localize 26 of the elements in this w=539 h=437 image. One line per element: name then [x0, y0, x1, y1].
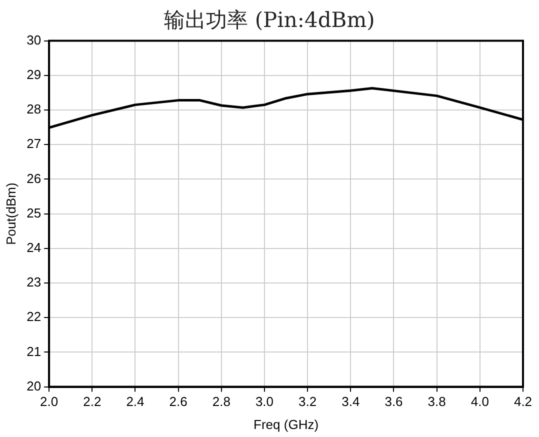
x-tick-label: 2.0: [40, 394, 58, 410]
y-tick-label: 30: [26, 32, 42, 48]
x-tick-label: 2.8: [212, 394, 230, 410]
y-tick-label: 22: [26, 309, 42, 324]
y-tick-label: 28: [26, 102, 42, 117]
x-tick-label: 2.6: [169, 394, 188, 410]
chart-title: 输出功率 (Pin:4dBm): [163, 7, 376, 34]
x-axis-title: Freq (GHz): [254, 416, 319, 432]
y-tick-label: 21: [26, 344, 42, 359]
x-tick-label: 2.2: [83, 394, 102, 410]
x-tick-label: 3.4: [342, 394, 360, 410]
x-tick-label: 3.8: [428, 394, 446, 410]
y-tick-label: 27: [26, 136, 42, 152]
y-tick-label: 26: [26, 170, 42, 186]
x-tick-label: 4.2: [514, 394, 532, 410]
x-tick-label: 3.0: [255, 394, 274, 410]
y-tick-label: 23: [26, 274, 42, 290]
x-tick-label: 3.6: [384, 394, 403, 410]
y-tick-label: 20: [26, 378, 42, 394]
y-tick-label: 25: [26, 205, 42, 220]
x-tick-label: 3.2: [298, 394, 317, 410]
y-tick-label: 29: [26, 66, 42, 82]
x-tick-label: 2.4: [126, 394, 144, 410]
x-tick-label: 4.0: [470, 394, 489, 410]
y-tick-label: 24: [26, 240, 42, 255]
y-axis-title: Pout(dBm): [3, 182, 18, 245]
